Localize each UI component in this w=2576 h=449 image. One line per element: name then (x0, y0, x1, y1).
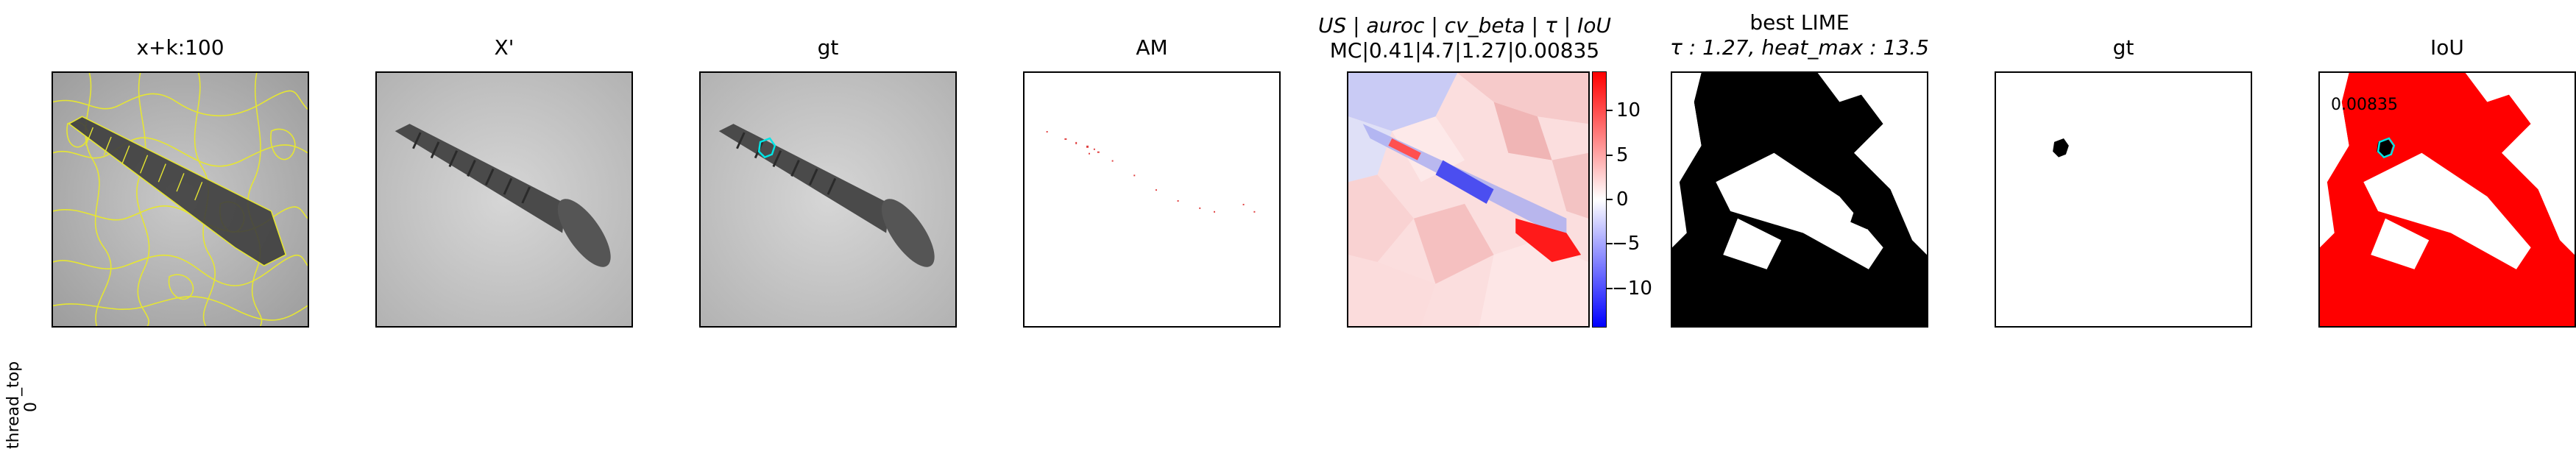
panel-3-title: gt (817, 35, 839, 60)
panel-gt-overlay (699, 71, 957, 328)
panel-gt-mask (1995, 71, 2252, 328)
panel-1-title: x+k:100 (136, 35, 224, 60)
iou-annotation: 0.00835 (2331, 96, 2398, 114)
panel-iou (2318, 71, 2576, 328)
row-label-name: thread_top (4, 361, 23, 449)
colorbar (1592, 71, 1607, 328)
colorbar-tick (1607, 110, 1613, 111)
screw-shape (394, 124, 611, 267)
panel-8-title: IoU (2430, 35, 2464, 60)
iou-gt-outline (2377, 137, 2396, 159)
panel-2-title: X' (494, 35, 514, 60)
iou-overlay (2320, 73, 2575, 326)
colorbar-tick-label: −10 (1612, 277, 1652, 300)
us-heatmap (1348, 73, 1588, 326)
panel-6-title-line2: τ : 1.27, heat_max : 13.5 (1670, 35, 1929, 60)
colorbar-tick (1607, 288, 1613, 289)
superpixel-image (53, 73, 308, 326)
colorbar-tick-label: 5 (1616, 144, 1629, 166)
xprime-image (377, 73, 631, 326)
colorbar-tick-label: 0 (1616, 188, 1629, 211)
gt-outline (757, 137, 776, 159)
panel-4-title: AM (1136, 35, 1168, 60)
screw-shape (68, 116, 287, 266)
screw-shape (718, 124, 935, 267)
gt-region (2053, 138, 2069, 158)
panel-best-lime (1671, 71, 1928, 328)
row-label-index: 0 (22, 402, 40, 412)
panel-5-title-line2: MC|0.41|4.7|1.27|0.00835 (1329, 38, 1600, 63)
panel-am (1023, 71, 1281, 328)
colorbar-tick (1607, 243, 1613, 244)
panel-6-title-line1: best LIME (1749, 10, 1850, 35)
am-map (1025, 73, 1279, 326)
colorbar-tick (1607, 199, 1613, 200)
colorbar-tick (1607, 155, 1613, 156)
lime-mask (1672, 73, 1927, 326)
row-label: thread_top 0 (0, 199, 40, 449)
am-speckles (1046, 131, 1256, 213)
colorbar-tick-label: −5 (1612, 233, 1641, 255)
panel-5-title-line1: US | auroc | cv_beta | τ | IoU (1318, 13, 1611, 38)
panel-us-heatmap (1347, 71, 1590, 328)
gt-mask (1996, 73, 2251, 326)
iou-gt-region (2377, 138, 2393, 158)
colorbar-tick-label: 10 (1616, 99, 1641, 121)
panel-xprime (375, 71, 633, 328)
panel-7-title: gt (2112, 35, 2134, 60)
gt-overlay-image (701, 73, 955, 326)
panel-superpixels (52, 71, 309, 328)
